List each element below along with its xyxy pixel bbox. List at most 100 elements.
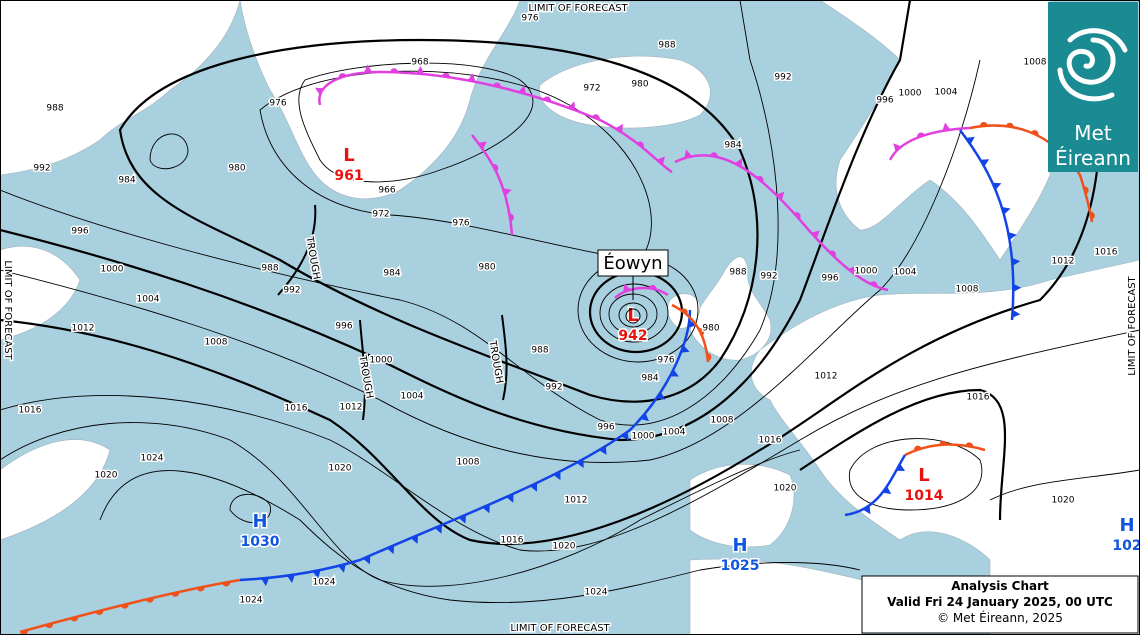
front-symbol	[576, 459, 584, 468]
isobar-label: 1016	[501, 536, 524, 546]
isobar-label: 988	[46, 104, 63, 114]
centre-letter: H	[252, 511, 267, 532]
front-symbol	[684, 149, 693, 159]
land-shape	[0, 439, 111, 541]
front-symbol	[680, 345, 690, 353]
front-symbol	[640, 412, 649, 422]
isobar-label: 1008	[457, 458, 480, 468]
front-symbol	[312, 569, 321, 579]
front-semicircle	[636, 141, 644, 149]
isobar-label: 1024	[313, 578, 336, 588]
isobar-label: 984	[724, 141, 741, 151]
front-triangle	[992, 182, 1002, 191]
front-symbol	[286, 574, 295, 584]
front-triangle	[567, 101, 576, 111]
front-symbol	[965, 136, 975, 145]
front-triangle	[942, 122, 951, 131]
isobar-label: 1000	[632, 432, 655, 442]
front-symbol	[1030, 130, 1039, 136]
front-occluded	[614, 286, 669, 299]
front-symbol	[362, 555, 371, 565]
front-symbol	[775, 191, 785, 201]
front-semicircle	[1083, 186, 1089, 195]
isobar-label: 1020	[1052, 496, 1075, 506]
front-triangle	[434, 524, 443, 534]
front-triangle	[502, 188, 512, 196]
front-symbol	[434, 524, 443, 534]
front-symbol	[1013, 283, 1022, 292]
front-triangle	[1013, 283, 1022, 292]
front-triangle	[896, 463, 906, 472]
isobar-label: 980	[631, 80, 648, 90]
isobar-label: 980	[702, 324, 719, 334]
front-triangle	[1012, 309, 1021, 318]
front-symbol	[95, 609, 104, 615]
front-triangle	[599, 445, 607, 455]
front-symbol	[896, 463, 906, 472]
front-symbol	[992, 182, 1002, 191]
isobar-label: 1000	[370, 356, 393, 366]
front-symbol	[441, 72, 450, 78]
isobar-label: 1004	[935, 88, 958, 98]
front-occluded	[674, 154, 889, 292]
front-symbol	[222, 581, 231, 587]
front-symbol	[509, 213, 514, 222]
centre-pressure: 1030	[241, 534, 280, 550]
centre-letter: H	[1119, 515, 1134, 536]
isobars-shape	[799, 388, 1007, 521]
front-symbol	[980, 159, 990, 167]
front-symbol	[410, 534, 419, 544]
front-symbol	[862, 505, 871, 515]
troughs-shape	[359, 319, 366, 421]
front-symbol	[492, 164, 499, 172]
front-triangle	[467, 73, 476, 82]
isobar-label: 1000	[899, 89, 922, 99]
isobar-label: 1000	[101, 265, 124, 275]
isobar-label: 1004	[137, 295, 160, 305]
front-semicircle	[222, 581, 231, 587]
isobar-label: 984	[118, 176, 135, 186]
caption-valid: Valid Fri 24 January 2025, 00 UTC	[887, 595, 1113, 609]
front-symbol	[680, 308, 688, 315]
isobar-label: 976	[269, 99, 286, 109]
storm-tag: Éowyn	[597, 249, 669, 300]
front-triangle	[965, 136, 975, 145]
front-symbol	[506, 493, 514, 503]
front-symbol	[70, 616, 79, 622]
storm-name-box	[597, 249, 669, 277]
isobar-label: 976	[657, 356, 674, 366]
front-symbol	[416, 65, 425, 75]
front-symbol	[478, 141, 487, 150]
front-triangle	[506, 493, 514, 503]
front-symbol	[458, 514, 466, 524]
front-cold	[958, 129, 1015, 321]
front-triangle	[1008, 232, 1017, 241]
centre-pressure: 961	[334, 168, 363, 184]
front-triangle	[312, 569, 321, 579]
isobar-label: 996	[335, 322, 352, 332]
front-triangle	[338, 564, 346, 573]
front-cold	[239, 309, 692, 582]
caption-copyright: © Met Éireann, 2025	[937, 610, 1063, 625]
front-semicircle	[95, 609, 104, 615]
front-symbol	[621, 431, 629, 441]
front-symbol	[698, 328, 705, 336]
isobar-label: 1004	[663, 428, 686, 438]
isobar-label: 1008	[205, 338, 228, 348]
front-symbol	[793, 212, 801, 220]
isobar-label: 1016	[19, 406, 42, 416]
isobar-label: 1012	[815, 372, 838, 382]
isobar-label: 992	[283, 286, 300, 296]
isobar-label: 968	[411, 58, 428, 68]
front-triangle	[684, 149, 693, 159]
front-symbol	[338, 564, 346, 573]
front-triangle	[688, 319, 697, 328]
isobars-shape	[0, 329, 1140, 552]
front-semicircle	[965, 442, 974, 448]
front-symbol	[543, 96, 551, 102]
isobar-label: 1016	[1095, 248, 1118, 258]
isobars-shape	[118, 38, 759, 403]
logo-spiral	[1057, 28, 1128, 102]
front-triangle	[615, 123, 623, 133]
